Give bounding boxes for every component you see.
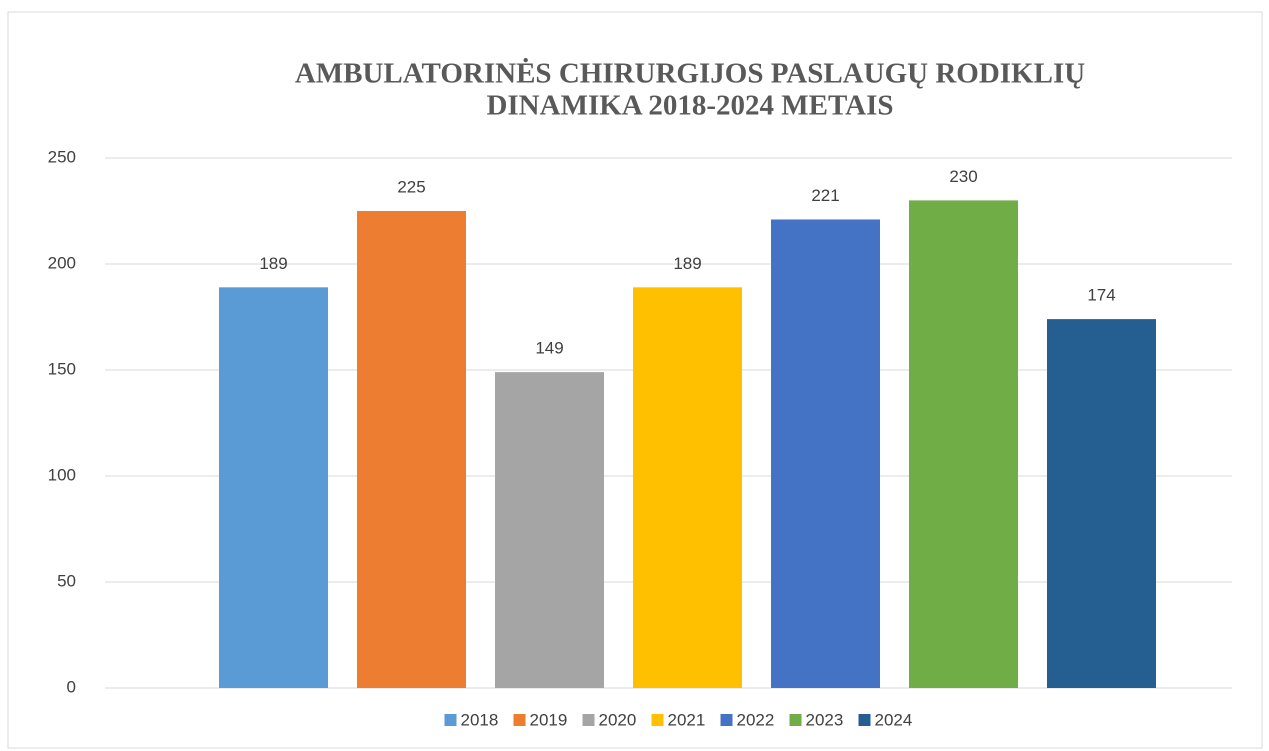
- legend-swatch: [582, 714, 595, 726]
- bar: [909, 200, 1018, 688]
- y-tick-label: 150: [48, 359, 76, 378]
- bar: [1047, 319, 1156, 688]
- legend-label: 2020: [599, 710, 637, 729]
- bar: [219, 287, 328, 688]
- legend-label: 2019: [530, 710, 568, 729]
- legend-label: 2022: [737, 710, 775, 729]
- y-tick-label: 200: [48, 253, 76, 272]
- legend-label: 2023: [806, 710, 844, 729]
- bar: [771, 219, 880, 689]
- bar: [633, 287, 742, 688]
- bar: [495, 372, 604, 688]
- legend-label: 2021: [668, 710, 706, 729]
- data-label: 225: [397, 177, 425, 196]
- legend-swatch: [513, 714, 526, 726]
- legend-label: 2018: [461, 710, 499, 729]
- y-tick-label: 50: [57, 571, 76, 590]
- legend-swatch: [651, 714, 664, 726]
- data-label: 189: [673, 254, 701, 273]
- data-label: 230: [949, 167, 977, 186]
- y-tick-label: 250: [48, 147, 76, 166]
- y-tick-label: 0: [67, 677, 76, 696]
- legend-swatch: [444, 714, 457, 726]
- y-tick-label: 100: [48, 465, 76, 484]
- data-label: 189: [259, 254, 287, 273]
- chart-title: DINAMIKA 2018-2024 METAIS: [486, 90, 893, 122]
- legend-swatch: [858, 714, 871, 726]
- chart-title: AMBULATORINĖS CHIRURGIJOS PASLAUGŲ RODIK…: [295, 57, 1085, 90]
- legend-swatch: [789, 714, 802, 726]
- legend-label: 2024: [875, 710, 913, 729]
- bar: [357, 211, 466, 688]
- data-label: 149: [535, 339, 563, 358]
- data-label: 221: [811, 186, 839, 205]
- data-label: 174: [1087, 286, 1115, 305]
- legend-swatch: [720, 714, 733, 726]
